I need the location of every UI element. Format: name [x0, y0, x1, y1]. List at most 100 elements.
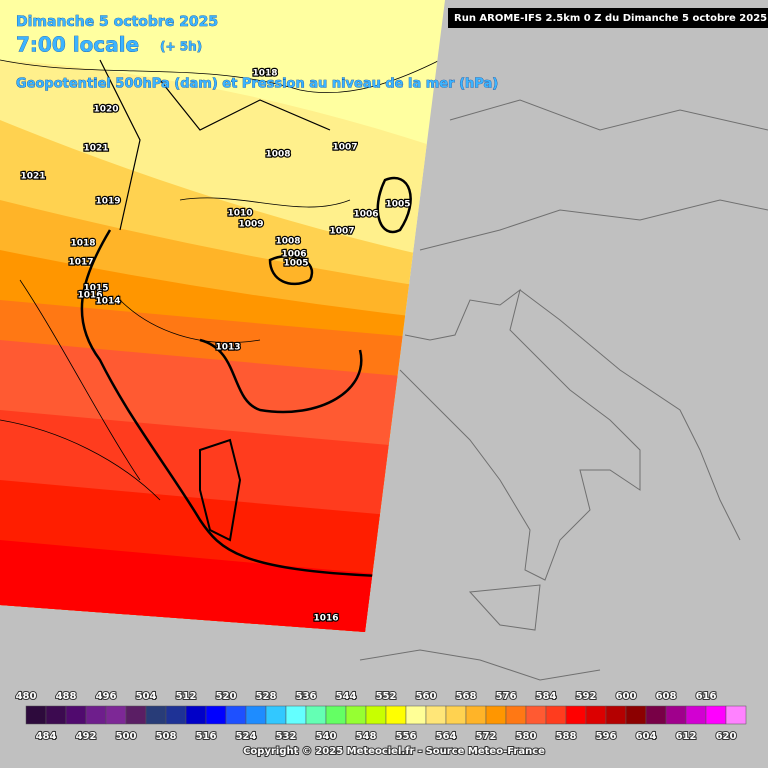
legend-swatch: [385, 705, 407, 725]
run-box: [448, 8, 768, 28]
legend-swatch: [205, 705, 227, 725]
legend-label: 500: [116, 731, 137, 742]
legend-label: 536: [296, 691, 317, 702]
legend-label: 492: [76, 731, 97, 742]
isobar-label: 1014: [95, 297, 120, 307]
isobar-label: 1009: [238, 220, 263, 230]
isobar-label: 1019: [95, 197, 120, 207]
legend-swatch: [245, 705, 267, 725]
isobar-label: 1006: [353, 210, 378, 220]
legend-label: 572: [476, 731, 497, 742]
legend-swatch: [225, 705, 247, 725]
color-legend: 480 484 488 492 496 500 504 508 512 516 520 524 528 5…: [15, 690, 747, 743]
legend-label: 520: [216, 691, 237, 702]
legend-swatch: [25, 705, 47, 725]
isobar-label: 1010: [227, 209, 252, 219]
legend-swatch: [265, 705, 287, 725]
isobar-label: 1008: [275, 237, 300, 247]
legend-label: 544: [336, 691, 357, 702]
legend-swatch: [485, 705, 507, 725]
legend-swatch: [705, 705, 727, 725]
isobar-label: 1007: [329, 227, 354, 237]
date: Dimanche 5 octobre 2025: [16, 14, 218, 30]
isobar-label: 1007: [332, 143, 357, 153]
legend-label: 568: [456, 691, 477, 702]
legend-label: 612: [676, 731, 697, 742]
isobar-label: 1013: [215, 343, 240, 353]
isobars: [0, 59, 441, 578]
legend-label: 592: [576, 691, 597, 702]
legend-swatch: [105, 705, 127, 725]
legend-label: 608: [656, 691, 677, 702]
legend-swatch: [605, 705, 627, 725]
isobar-label: 1021: [83, 144, 108, 154]
legend-swatch: [45, 705, 67, 725]
legend-swatch: [625, 705, 647, 725]
legend-swatch: [685, 705, 707, 725]
legend-swatch: [465, 705, 487, 725]
legend-swatch: [285, 705, 307, 725]
legend-swatch: [185, 705, 207, 725]
isobar-label: 1016: [313, 614, 338, 624]
legend-label: 496: [96, 691, 117, 702]
legend-label: 552: [376, 691, 397, 702]
legend-swatch: [505, 705, 527, 725]
legend-swatch: [665, 705, 687, 725]
legend-swatch: [565, 705, 587, 725]
isobar-label: 1015: [83, 284, 108, 294]
legend-swatch: [65, 705, 87, 725]
legend-label: 580: [516, 731, 537, 742]
legend-label: 524: [236, 731, 257, 742]
legend-swatch: [445, 705, 467, 725]
legend-label: 508: [156, 731, 177, 742]
legend-label: 564: [436, 731, 457, 742]
isobar-label: 1016: [77, 291, 102, 301]
run-info: Run AROME-IFS 2.5km 0 Z du Dimanche 5 oc…: [454, 13, 767, 24]
legend-swatch: [325, 705, 347, 725]
legend-label: 596: [596, 731, 617, 742]
legend-label: 516: [196, 731, 217, 742]
isobar-label: 1020: [93, 105, 118, 115]
isobar-label: 1021: [20, 172, 45, 182]
field-band: [0, 540, 445, 632]
legend-swatch: [525, 705, 547, 725]
legend-label: 584: [536, 691, 557, 702]
legend-label: 600: [616, 691, 637, 702]
legend-swatch: [365, 705, 387, 725]
legend-swatch: [405, 705, 427, 725]
legend-label: 576: [496, 691, 517, 702]
isobar-label: 1018: [252, 69, 277, 79]
legend-swatch: [645, 705, 667, 725]
legend-label: 512: [176, 691, 197, 702]
legend-label: 532: [276, 731, 297, 742]
isobar-label: 1017: [68, 258, 93, 268]
legend-swatch: [145, 705, 167, 725]
copyright: Copyright © 2025 Meteociel.fr - Source M…: [243, 746, 545, 757]
legend-label: 484: [36, 731, 57, 742]
subtitle: Geopotentiel 500hPa (dam) et Pression au…: [16, 77, 498, 92]
geopotential-field: [0, 0, 445, 632]
legend-swatch: [305, 705, 327, 725]
legend-label: 480: [16, 691, 37, 702]
legend-label: 560: [416, 691, 437, 702]
legend-swatch: [425, 705, 447, 725]
legend-label: 604: [636, 731, 657, 742]
legend-label: 540: [316, 731, 337, 742]
legend-swatch: [85, 705, 107, 725]
legend-label: 620: [716, 731, 737, 742]
legend-swatch: [545, 705, 567, 725]
legend-swatch: [165, 705, 187, 725]
legend-label: 616: [696, 691, 717, 702]
isobar-label: 1005: [385, 200, 410, 210]
legend-swatch: [725, 705, 747, 725]
legend-label: 504: [136, 691, 157, 702]
legend-swatch: [125, 705, 147, 725]
time: 7:00 locale: [16, 33, 139, 57]
offset: (+ 5h): [160, 40, 202, 54]
legend-label: 556: [396, 731, 417, 742]
isobar-label: 1018: [70, 239, 95, 249]
legend-label: 528: [256, 691, 277, 702]
legend-label: 548: [356, 731, 377, 742]
